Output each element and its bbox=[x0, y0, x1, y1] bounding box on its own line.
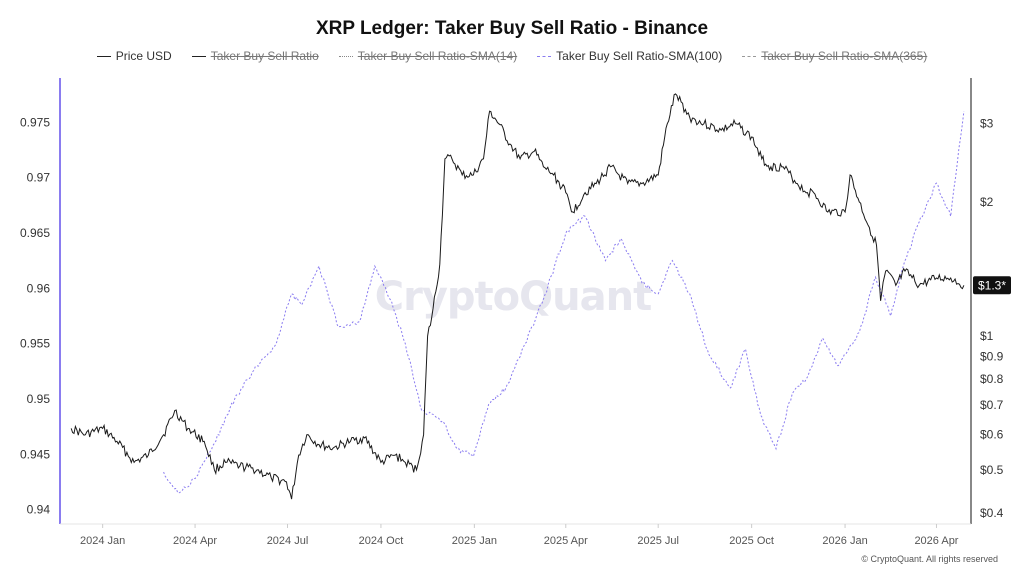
left-tick-label: 0.97 bbox=[27, 171, 51, 185]
right-tick-label: $0.4 bbox=[980, 506, 1004, 520]
right-tick-label: $0.5 bbox=[980, 463, 1004, 477]
series-line-sma100 bbox=[163, 111, 965, 494]
left-tick-label: 0.965 bbox=[20, 226, 50, 240]
dotted-line-swatch-icon bbox=[338, 55, 353, 57]
left-axis-ticks: 0.94 0.945 0.95 0.955 0.96 0.965 0.97 0.975 bbox=[20, 115, 50, 516]
legend-label: Taker Buy Sell Ratio bbox=[210, 49, 319, 63]
right-tick-label: $0.9 bbox=[980, 349, 1004, 363]
right-tick-label: $1 bbox=[980, 329, 994, 343]
x-tick-label: 2024 Oct bbox=[359, 535, 404, 547]
x-tick-label: 2025 Apr bbox=[544, 535, 588, 547]
legend-item-taker-buy-sell-ratio[interactable]: Taker Buy Sell Ratio bbox=[191, 49, 319, 63]
dashed-line-swatch-icon bbox=[537, 55, 552, 57]
copyright-notice: © CryptoQuant. All rights reserved bbox=[861, 554, 998, 564]
legend-item-sma365[interactable]: Taker Buy Sell Ratio-SMA(365) bbox=[742, 49, 927, 63]
legend-label: Taker Buy Sell Ratio-SMA(365) bbox=[761, 49, 928, 63]
x-tick-label: 2024 Apr bbox=[173, 535, 217, 547]
legend-item-sma100[interactable]: Taker Buy Sell Ratio-SMA(100) bbox=[537, 49, 722, 63]
right-axis-ticks: $0.4 $0.5 $0.6 $0.7 $0.8 $0.9 $1 $2 $3 bbox=[980, 117, 1004, 520]
x-tick-label: 2026 Jan bbox=[822, 535, 867, 547]
x-axis-ticks: 2024 Jan 2024 Apr 2024 Jul 2024 Oct 2025 Jan… bbox=[80, 524, 959, 547]
x-tick-label: 2025 Jan bbox=[452, 535, 497, 547]
left-tick-label: 0.975 bbox=[20, 115, 50, 129]
left-tick-label: 0.945 bbox=[20, 447, 50, 461]
x-tick-label: 2025 Oct bbox=[729, 535, 774, 547]
left-tick-label: 0.96 bbox=[27, 281, 51, 295]
series-line-price-usd bbox=[70, 93, 965, 500]
right-tick-label: $3 bbox=[980, 117, 994, 131]
right-tick-label: $2 bbox=[980, 195, 994, 209]
last-price-badge: $1.3* bbox=[973, 276, 1011, 295]
right-tick-label: $0.8 bbox=[980, 372, 1004, 386]
solid-line-swatch-icon bbox=[191, 55, 206, 57]
legend-item-sma14[interactable]: Taker Buy Sell Ratio-SMA(14) bbox=[338, 49, 518, 63]
left-tick-label: 0.955 bbox=[20, 337, 50, 351]
solid-line-swatch-icon bbox=[96, 55, 111, 57]
legend-label: Taker Buy Sell Ratio-SMA(100) bbox=[556, 49, 723, 63]
left-tick-label: 0.94 bbox=[27, 503, 51, 517]
x-tick-label: 2026 Apr bbox=[914, 535, 958, 547]
legend: Price USD Taker Buy Sell Ratio Taker Buy… bbox=[0, 49, 1024, 63]
legend-item-price-usd[interactable]: Price USD bbox=[96, 49, 172, 63]
legend-label: Price USD bbox=[115, 49, 172, 63]
right-tick-label: $0.6 bbox=[980, 428, 1004, 442]
left-tick-label: 0.95 bbox=[27, 392, 51, 406]
x-tick-label: 2024 Jan bbox=[80, 535, 125, 547]
chart-title: XRP Ledger: Taker Buy Sell Ratio - Binan… bbox=[315, 18, 709, 39]
x-tick-label: 2025 Jul bbox=[637, 535, 679, 547]
legend-label: Taker Buy Sell Ratio-SMA(14) bbox=[357, 49, 518, 63]
right-tick-label: $0.7 bbox=[980, 398, 1004, 412]
dashed-line-swatch-icon bbox=[742, 55, 757, 57]
watermark: CryptoQuant bbox=[375, 274, 652, 320]
last-price-label: $1.3* bbox=[978, 278, 1006, 292]
last-price-badge-bg bbox=[973, 276, 1011, 295]
x-tick-label: 2024 Jul bbox=[267, 535, 309, 547]
